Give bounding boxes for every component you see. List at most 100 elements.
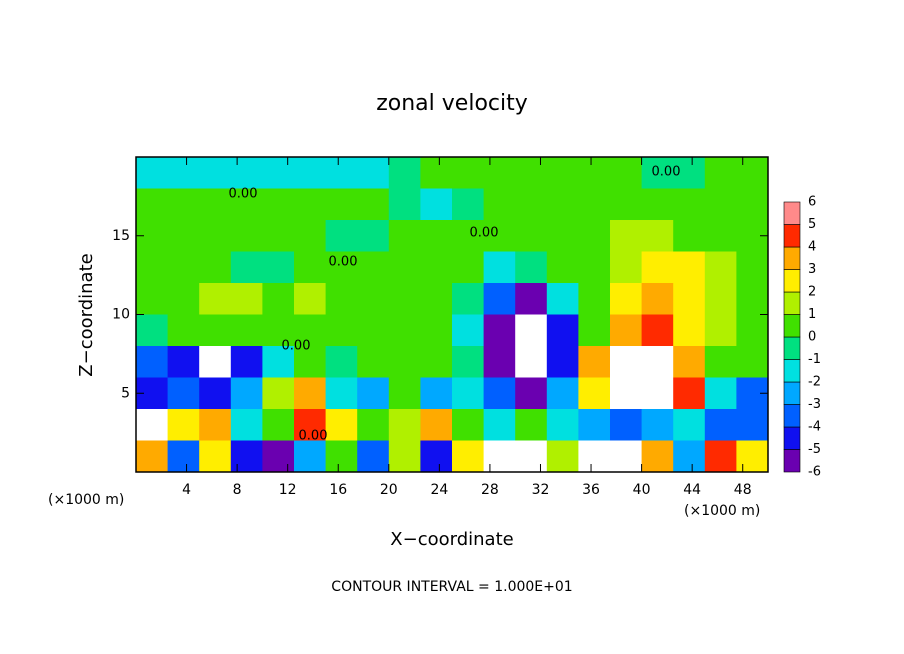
heatmap-cell xyxy=(578,346,611,378)
heatmap-cell xyxy=(199,188,232,221)
heatmap-cell xyxy=(136,440,169,472)
heatmap-cell xyxy=(420,377,453,410)
heatmap-cell xyxy=(673,440,706,472)
heatmap-cell xyxy=(673,188,706,221)
heatmap-cell xyxy=(230,157,263,189)
heatmap-cell xyxy=(452,188,485,221)
heatmap-cell xyxy=(641,314,674,347)
heatmap-cell xyxy=(452,377,485,410)
heatmap-cell xyxy=(736,440,768,472)
contour-label: 0.00 xyxy=(470,226,499,241)
heatmap-cell xyxy=(483,220,516,252)
heatmap-cell xyxy=(230,283,263,315)
heatmap-cell xyxy=(452,251,485,284)
heatmap-cell xyxy=(483,251,516,284)
heatmap-cell xyxy=(515,220,548,252)
colorbar-label: -5 xyxy=(808,442,821,457)
heatmap-cell xyxy=(388,188,421,221)
heatmap-cell xyxy=(420,314,453,347)
y-tick-label: 15 xyxy=(112,228,130,244)
heatmap-cell xyxy=(167,440,200,472)
heatmap-cell xyxy=(136,346,169,378)
x-tick-label: 32 xyxy=(532,482,550,498)
heatmap-cell xyxy=(483,157,516,189)
heatmap-cell xyxy=(230,251,263,284)
heatmap-cell xyxy=(136,251,169,284)
colorbar-label: -1 xyxy=(808,352,821,367)
heatmap-cell xyxy=(357,283,390,315)
heatmap-cell xyxy=(704,377,737,410)
x-tick-label: 24 xyxy=(430,482,448,498)
heatmap-cell xyxy=(736,157,768,189)
heatmap-cell xyxy=(578,157,611,189)
heatmap-cell xyxy=(641,157,674,189)
heatmap-cell xyxy=(262,377,295,410)
heatmap-cell xyxy=(452,157,485,189)
heatmap-cell xyxy=(136,409,169,441)
heatmap-cell xyxy=(325,377,358,410)
heatmap-cell xyxy=(641,251,674,284)
heatmap-cell xyxy=(230,346,263,378)
colorbar-swatch xyxy=(783,426,801,450)
heatmap-cell xyxy=(357,346,390,378)
heatmap-cell xyxy=(199,283,232,315)
heatmap-cell xyxy=(262,283,295,315)
heatmap-cell xyxy=(294,283,327,315)
heatmap-cell xyxy=(578,251,611,284)
colorbar-swatch xyxy=(783,359,801,383)
heatmap-cell xyxy=(483,283,516,315)
heatmap-cell xyxy=(515,440,548,472)
heatmap-cell xyxy=(610,188,643,221)
heatmap-cell xyxy=(420,157,453,189)
x-unit-label: (×1000 m) xyxy=(48,492,124,508)
heatmap-cell xyxy=(167,314,200,347)
heatmap-cell xyxy=(610,157,643,189)
colorbar-label: -6 xyxy=(808,465,821,480)
heatmap-cell xyxy=(546,251,579,284)
heatmap-cell xyxy=(167,220,200,252)
heatmap-cell xyxy=(483,346,516,378)
heatmap-cell xyxy=(515,188,548,221)
colorbar-label: 5 xyxy=(808,217,816,232)
heatmap-cell xyxy=(136,157,169,189)
heatmap-cell xyxy=(294,220,327,252)
heatmap-cell xyxy=(262,440,295,472)
heatmap-cell xyxy=(167,409,200,441)
heatmap-cell xyxy=(230,409,263,441)
heatmap-cell xyxy=(483,377,516,410)
heatmap-cell xyxy=(736,251,768,284)
colorbar-swatch xyxy=(783,314,801,338)
heatmap-cell xyxy=(546,157,579,189)
heatmap-cell xyxy=(420,440,453,472)
colorbar-label: -3 xyxy=(808,397,821,412)
heatmap-cell xyxy=(420,283,453,315)
x-tick-label: 20 xyxy=(380,482,398,498)
heatmap-cell xyxy=(641,283,674,315)
heatmap-cell xyxy=(357,377,390,410)
heatmap-cell xyxy=(704,220,737,252)
heatmap-cell xyxy=(515,283,548,315)
heatmap-cell xyxy=(704,283,737,315)
colorbar-label: -2 xyxy=(808,375,821,390)
heatmap-cell xyxy=(673,409,706,441)
heatmap-cell xyxy=(546,188,579,221)
heatmap-cell xyxy=(294,346,327,378)
heatmap-cell xyxy=(167,377,200,410)
x-tick-label: 44 xyxy=(683,482,701,498)
x-tick-label: 36 xyxy=(582,482,600,498)
heatmap-cell xyxy=(357,440,390,472)
heatmap-cell xyxy=(136,314,169,347)
heatmap-cell xyxy=(388,409,421,441)
heatmap-cell xyxy=(610,251,643,284)
heatmap-cell xyxy=(641,377,674,410)
heatmap-cell xyxy=(610,440,643,472)
heatmap-cell xyxy=(610,220,643,252)
heatmap-cell xyxy=(546,283,579,315)
heatmap-cell xyxy=(704,314,737,347)
x-tick-label: 28 xyxy=(481,482,499,498)
colorbar-swatch xyxy=(783,269,801,293)
colorbar-swatch xyxy=(783,449,801,473)
heatmap-cell xyxy=(736,346,768,378)
heatmap-cell xyxy=(610,314,643,347)
heatmap-cell xyxy=(230,377,263,410)
